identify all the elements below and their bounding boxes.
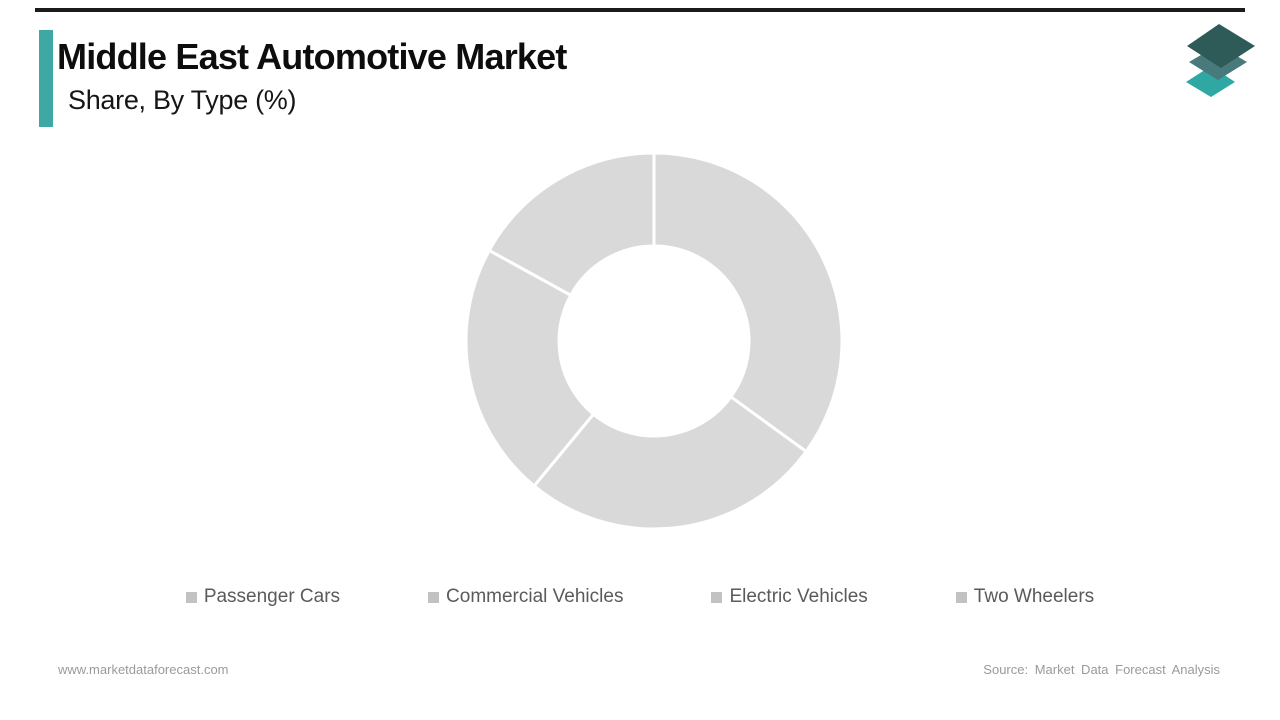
footer-website: www.marketdataforecast.com <box>58 662 229 677</box>
page-title: Middle East Automotive Market <box>57 36 567 77</box>
page-subtitle: Share, By Type (%) <box>68 85 297 115</box>
legend-marker-icon <box>185 591 197 603</box>
title-accent-bar <box>39 30 53 127</box>
legend-marker-icon <box>955 591 967 603</box>
donut-segment <box>532 394 809 531</box>
top-rule <box>35 8 1245 12</box>
legend-marker-icon <box>711 591 723 603</box>
legend-label: Electric Vehicles <box>729 586 868 607</box>
legend-label: Passenger Cars <box>203 586 341 607</box>
layers-logo-icon <box>1186 24 1255 97</box>
donut-segment <box>652 151 844 454</box>
legend-item: Commercial Vehicles <box>428 586 623 608</box>
legend-item: Passenger Cars <box>185 586 341 608</box>
donut-segment <box>487 151 656 298</box>
legend-label: Commercial Vehicles <box>446 586 624 607</box>
legend-item: Two Wheelers <box>955 586 1095 608</box>
chart-legend: Passenger Cars Commercial Vehicles Electri… <box>0 586 1280 608</box>
legend-marker-icon <box>428 591 440 603</box>
footer-source: Source: Market Data Forecast Analysis <box>983 662 1220 677</box>
donut-segment <box>464 248 596 488</box>
legend-label: Two Wheelers <box>973 586 1095 607</box>
legend-item: Electric Vehicles <box>711 586 868 608</box>
donut-chart <box>464 151 844 531</box>
